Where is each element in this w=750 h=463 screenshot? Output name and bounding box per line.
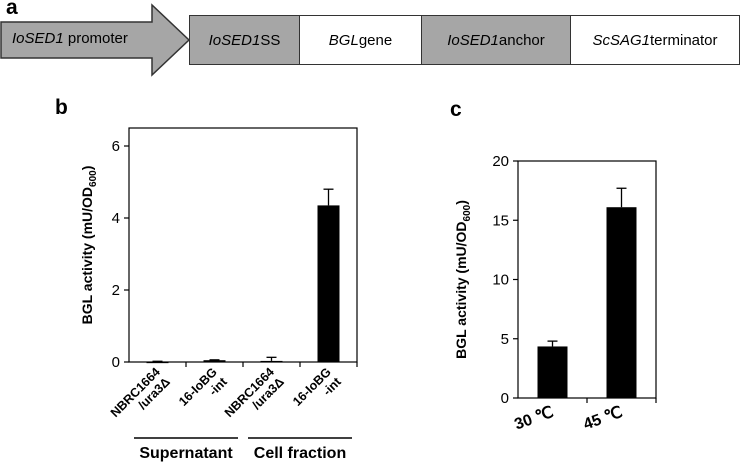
promoter-arrow bbox=[0, 3, 191, 77]
x-tick-label-b: NBRC1664/ura3Δ bbox=[222, 365, 287, 430]
x-tick-label-c: 30 ℃ bbox=[512, 404, 556, 434]
bar-c bbox=[537, 346, 568, 398]
y-tick-label-c: 0 bbox=[501, 390, 509, 407]
bar-b bbox=[203, 360, 226, 362]
y-tick-label-c: 20 bbox=[492, 153, 509, 170]
y-tick-label-c: 5 bbox=[501, 331, 509, 348]
promoter-label: IoSED1 promoter bbox=[12, 30, 128, 47]
y-tick-label-c: 15 bbox=[492, 212, 509, 229]
bar-b bbox=[317, 205, 340, 362]
x-tick-label-c: 45 ℃ bbox=[581, 404, 625, 434]
group-label-b: Cell fraction bbox=[254, 445, 346, 462]
terminator-segment: ScSAG1 terminator bbox=[570, 15, 740, 65]
panel-label-c: c bbox=[450, 98, 462, 121]
y-tick-label-b: 6 bbox=[112, 138, 120, 155]
y-tick-label-b: 4 bbox=[112, 210, 120, 227]
anchor-segment: IoSED1 anchor bbox=[421, 15, 571, 65]
bar-b bbox=[260, 360, 283, 363]
y-axis-label-c: BGL activity (mU/OD600) bbox=[453, 200, 473, 359]
signal-sequence-segment: IoSED1 SS bbox=[189, 15, 300, 65]
y-axis-label-b: BGL activity (mU/OD600) bbox=[79, 166, 99, 325]
bar-b bbox=[146, 361, 169, 364]
x-tick-label-b: 16-IoBG-int bbox=[290, 364, 344, 418]
bgl-gene-segment: BGL gene bbox=[299, 15, 422, 65]
y-tick-label-c: 10 bbox=[492, 272, 509, 289]
panel-label-b: b bbox=[55, 96, 68, 119]
group-label-b: Supernatant bbox=[139, 445, 233, 462]
y-tick-label-b: 0 bbox=[112, 354, 120, 371]
bar-c bbox=[606, 207, 637, 398]
panel-label-a: a bbox=[6, 0, 18, 19]
x-tick-label-b: NBRC1664/ura3Δ bbox=[108, 365, 173, 430]
y-tick-label-b: 2 bbox=[112, 282, 120, 299]
